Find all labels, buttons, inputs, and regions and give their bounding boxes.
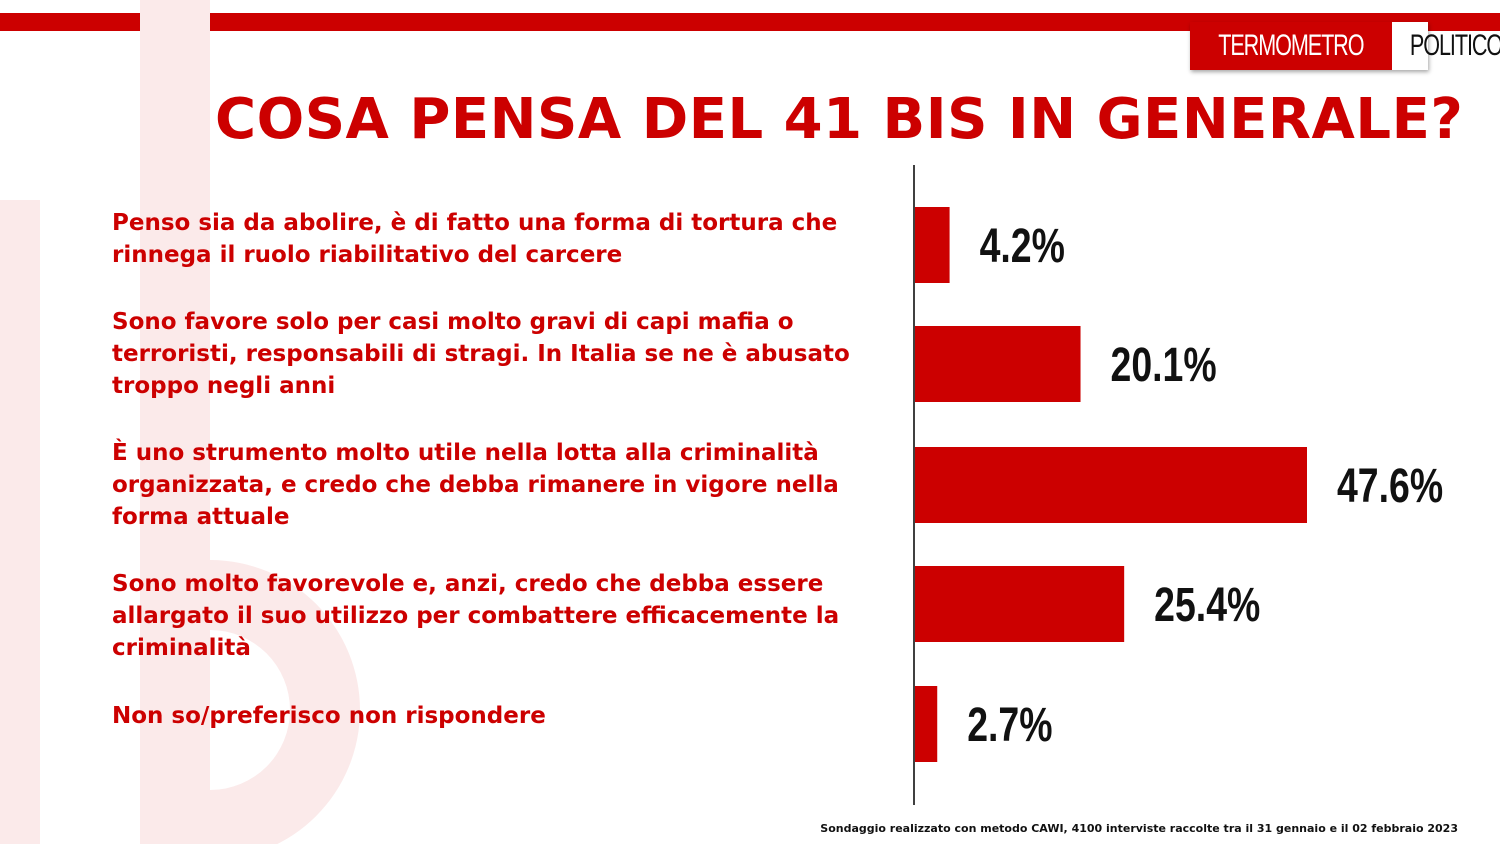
bar [915, 207, 950, 283]
bar [915, 686, 938, 762]
category-label: Penso sia da abolire, è di fatto una for… [112, 210, 838, 268]
bar-value-label: 4.2% [980, 220, 1065, 274]
bar [915, 326, 1081, 402]
bars-group: 4.2% 20.1% 47.6% 25.4% 2.7% [915, 207, 1443, 762]
bar-value-label: 20.1% [1111, 339, 1217, 393]
survey-footnote: Sondaggio realizzato con metodo CAWI, 41… [820, 822, 1458, 835]
category-label: Non so/preferisco non rispondere [112, 703, 546, 729]
bar [915, 447, 1307, 523]
bar [915, 566, 1125, 642]
chart-title: COSA PENSA DEL 41 BIS IN GENERALE? [215, 87, 1464, 152]
category-label: Sono favore solo per casi molto gravi di… [112, 309, 850, 399]
bar-value-label: 25.4% [1154, 579, 1260, 633]
termometro-politico-logo: TERMOMETRO POLITICO [1190, 22, 1500, 70]
bar-value-label: 47.6% [1337, 460, 1443, 514]
bar-value-label: 2.7% [967, 699, 1052, 753]
logo-part-termometro: TERMOMETRO [1190, 22, 1392, 70]
top-red-bar [0, 13, 1500, 31]
logo-part-politico: POLITICO [1409, 29, 1500, 62]
background-watermark-shape [0, 0, 360, 844]
category-label: È uno strumento molto utile nella lotta … [112, 440, 839, 530]
category-label: Sono molto favorevole e, anzi, credo che… [112, 571, 840, 661]
